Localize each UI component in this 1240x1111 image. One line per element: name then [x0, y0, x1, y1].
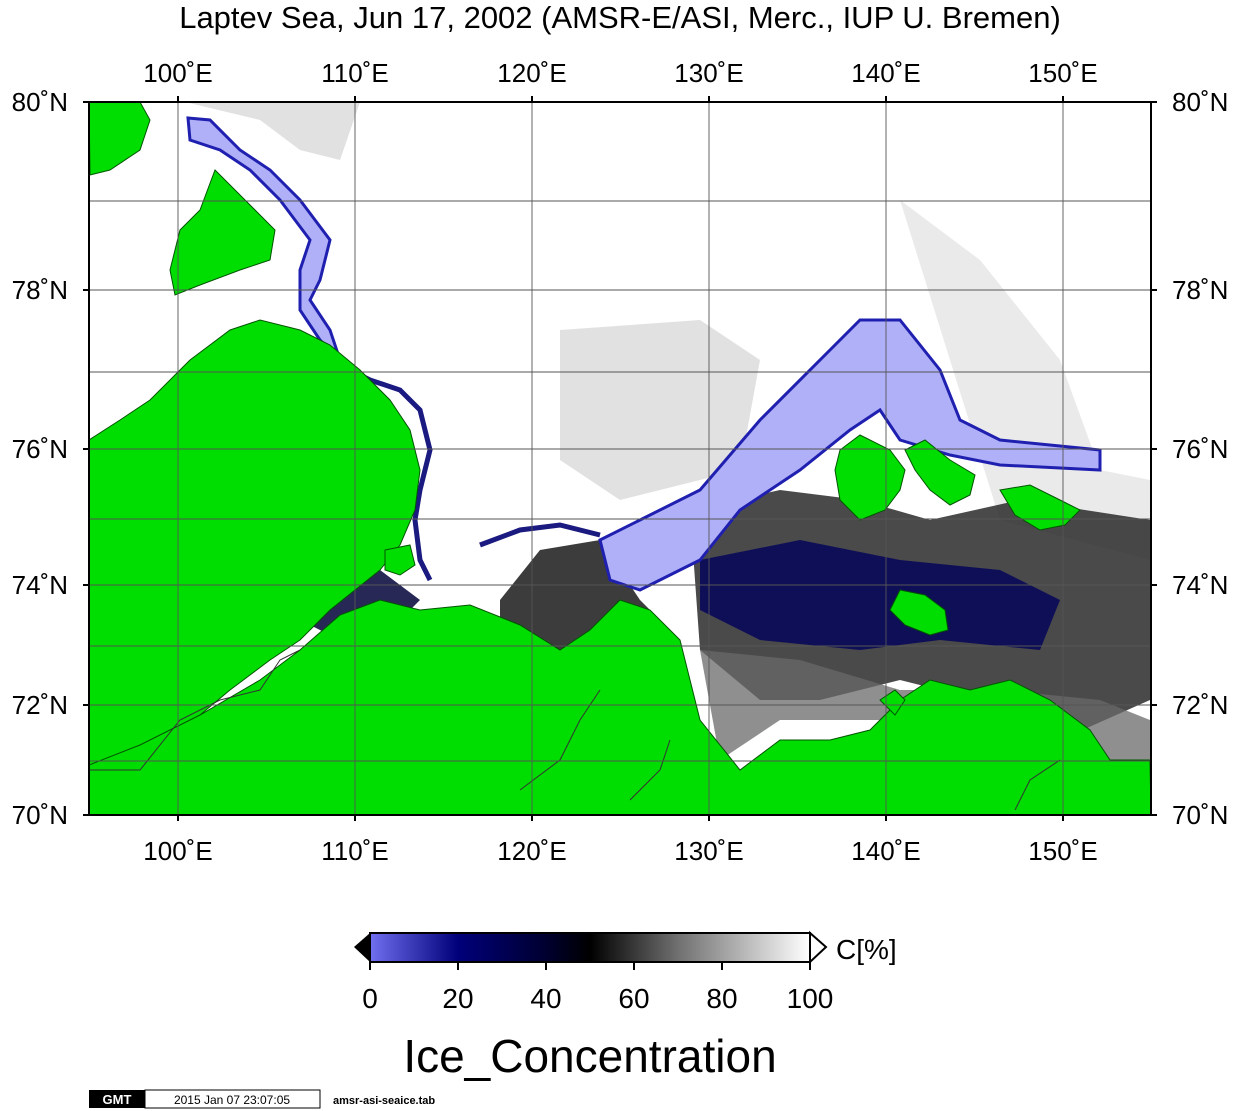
ice-edge-line [328, 357, 433, 582]
map-frame [88, 101, 1152, 816]
ice-navy-core [700, 540, 1060, 650]
land-severnaya-zemlya-bolshevik [169, 169, 276, 296]
land-lyakhovsky-island [889, 589, 949, 636]
lon-labels-top: 100˚E 110˚E 120˚E 130˚E 140˚E 150˚E [143, 58, 1097, 88]
ice-gray-north [185, 102, 360, 160]
lat-label-right-72: 72˚N [1172, 690, 1228, 720]
lat-label-left-78: 78˚N [12, 275, 68, 305]
lat-labels-right: 70˚N 72˚N 74˚N 76˚N 78˚N 80˚N [1172, 87, 1228, 830]
lat-label-left-70: 70˚N [12, 800, 68, 830]
land-small-island-1 [384, 544, 416, 576]
ice-gray-central [560, 320, 760, 500]
lon-label-top-140: 140˚E [851, 58, 920, 88]
lat-label-right-76: 76˚N [1172, 434, 1228, 464]
lon-label-bottom-140: 140˚E [851, 836, 920, 866]
gmt-logo-box [89, 1090, 145, 1108]
colorbar-ticks [369, 962, 811, 970]
map-panel: 100˚E 110˚E 120˚E 130˚E 140˚E 150˚E 100˚… [12, 58, 1229, 866]
timestamp: 2015 Jan 07 23:07:05 [174, 1093, 290, 1107]
land-new-siberian-kotelny [834, 434, 906, 521]
lon-label-bottom-110: 110˚E [321, 836, 388, 866]
lat-label-right-70: 70˚N [1172, 800, 1228, 830]
colorbar-tick-40: 40 [530, 983, 561, 1014]
colorbar-tick-100: 100 [787, 983, 834, 1014]
gmt-timestamp: GMT 2015 Jan 07 23:07:05 amsr-asi-seaice… [89, 1089, 435, 1109]
colorbar-tick-60: 60 [618, 983, 649, 1014]
lon-label-bottom-100: 100˚E [143, 836, 212, 866]
lon-label-top-120: 120˚E [497, 58, 566, 88]
graticule [89, 102, 1151, 815]
colorbar-gradient [369, 932, 811, 963]
lon-label-top-110: 110˚E [321, 58, 388, 88]
colorbar-tick-80: 80 [706, 983, 737, 1014]
map-title: Laptev Sea, Jun 17, 2002 (AMSR-E/ASI, Me… [179, 0, 1061, 35]
lon-label-bottom-120: 120˚E [497, 836, 566, 866]
lon-label-bottom-150: 150˚E [1028, 836, 1097, 866]
timestamp-box [144, 1089, 321, 1109]
lat-labels-left: 70˚N 72˚N 74˚N 76˚N 78˚N 80˚N [12, 87, 68, 830]
colorbar-unit: C[%] [836, 934, 897, 965]
lon-label-bottom-130: 130˚E [674, 836, 743, 866]
lat-label-right-78: 78˚N [1172, 275, 1228, 305]
ice-edge-line-west [479, 522, 601, 548]
gmt-logo: GMT [103, 1092, 132, 1107]
lon-label-top-150: 150˚E [1028, 58, 1097, 88]
colorbar-high-triangle [809, 930, 828, 965]
lon-label-top-130: 130˚E [674, 58, 743, 88]
colorbar-tick-0: 0 [362, 983, 378, 1014]
variable-label: Ice_Concentration [403, 1030, 776, 1082]
lat-label-right-74: 74˚N [1172, 570, 1228, 600]
colorbar-tick-20: 20 [442, 983, 473, 1014]
lat-label-left-72: 72˚N [12, 690, 68, 720]
colorbar-tick-labels: 0 20 40 60 80 100 [362, 983, 833, 1014]
colorbar: C[%] 0 20 40 60 80 100 [354, 930, 897, 1014]
lat-label-left-76: 76˚N [12, 434, 68, 464]
lon-labels-bottom: 100˚E 110˚E 120˚E 130˚E 140˚E 150˚E [143, 836, 1097, 866]
tick-marks [83, 96, 1157, 821]
lat-label-right-80: 80˚N [1172, 87, 1228, 117]
lon-label-top-100: 100˚E [143, 58, 212, 88]
filename-label: amsr-asi-seaice.tab [333, 1095, 435, 1107]
lat-label-left-80: 80˚N [12, 87, 68, 117]
ice-lightblue-band-east [598, 318, 1102, 592]
lat-label-left-74: 74˚N [12, 570, 68, 600]
colorbar-low-triangle [354, 933, 370, 962]
land-new-siberian-faddeyevsky [904, 439, 976, 506]
